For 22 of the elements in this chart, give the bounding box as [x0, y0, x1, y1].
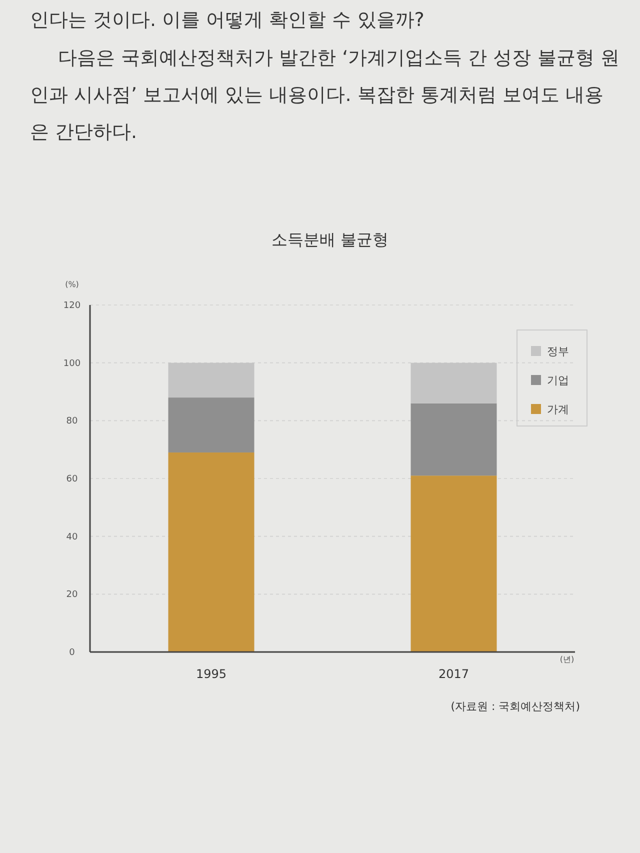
y-tick-label: 100 [63, 358, 81, 369]
y-tick-label: 20 [66, 590, 78, 600]
text: (자료원 : 국회예산정책처) [450, 700, 580, 713]
legend-label: 가계 [547, 403, 569, 416]
bar [168, 452, 254, 652]
x-axis-title: (년) [560, 655, 574, 664]
x-tick-label: 1995 [196, 667, 227, 681]
y-tick-label: 120 [63, 301, 81, 311]
legend-label: 정부 [547, 345, 569, 358]
y-tick-label: 60 [66, 474, 78, 484]
bar [410, 476, 497, 652]
chart-title: 소득분배 불균형 [271, 230, 389, 249]
x-tick-label: 2017 [438, 667, 470, 681]
legend-label: 기업 [547, 374, 569, 387]
bar [410, 403, 497, 476]
y-axis-title: (%) [65, 280, 79, 289]
text: 다음은 국회예산정책처가 발간한 ‘가계기업소득 간 성장 불균형 원인과 시사점’ 보고서에 있는 내용이다. 복잡한 통계처럼 보여도 내용은 간단하다. [30, 46, 620, 145]
y-tick-label: 80 [66, 416, 78, 427]
text: 인다는 것이다. 이를 어떻게 확인할 수 있을까? [30, 8, 426, 33]
bar [168, 398, 254, 452]
y-tick-label: 40 [66, 532, 78, 542]
y-tick-label: 0 [69, 648, 76, 658]
